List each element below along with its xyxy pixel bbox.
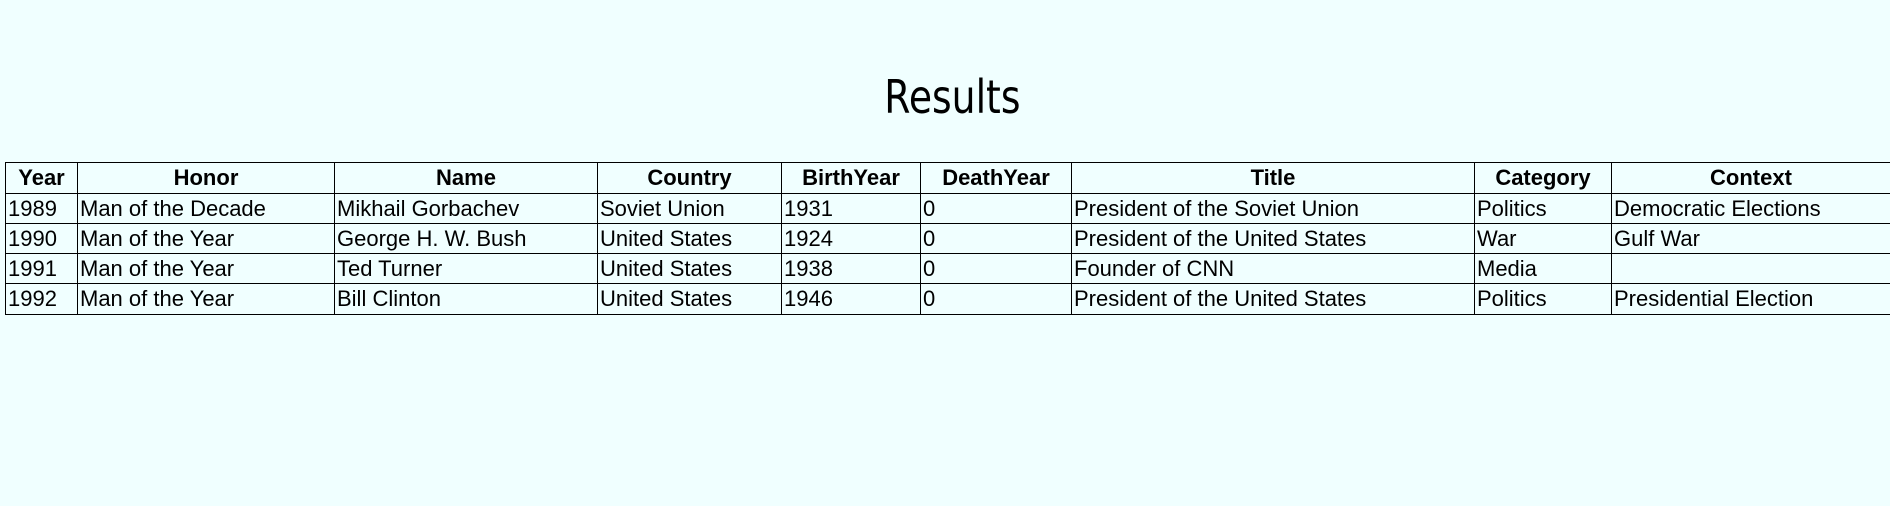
cell-context: Democratic Elections xyxy=(1611,193,1890,224)
table-header-row: Year Honor Name Country BirthYear DeathY… xyxy=(5,162,1890,194)
cell-name: Ted Turner xyxy=(334,253,598,284)
cell-name: Mikhail Gorbachev xyxy=(334,193,598,224)
cell-country: Soviet Union xyxy=(597,193,782,224)
cell-title: President of the United States xyxy=(1071,223,1475,254)
column-header-honor: Honor xyxy=(77,162,335,194)
column-header-deathyear: DeathYear xyxy=(920,162,1072,194)
column-header-year: Year xyxy=(5,162,78,194)
cell-honor: Man of the Year xyxy=(77,253,335,284)
cell-title: President of the United States xyxy=(1071,283,1475,315)
cell-context: Gulf War xyxy=(1611,223,1890,254)
cell-birthyear: 1924 xyxy=(781,223,921,254)
cell-category: Media xyxy=(1474,253,1612,284)
column-header-country: Country xyxy=(597,162,782,194)
column-header-name: Name xyxy=(334,162,598,194)
cell-birthyear: 1938 xyxy=(781,253,921,284)
page-title: Results xyxy=(884,70,1021,124)
table-row: 1989 Man of the Decade Mikhail Gorbachev… xyxy=(5,193,1890,224)
cell-category: Politics xyxy=(1474,283,1612,315)
cell-year: 1991 xyxy=(5,253,78,284)
results-table: Year Honor Name Country BirthYear DeathY… xyxy=(5,162,1890,315)
cell-honor: Man of the Year xyxy=(77,283,335,315)
cell-name: George H. W. Bush xyxy=(334,223,598,254)
column-header-category: Category xyxy=(1474,162,1612,194)
table-row: 1992 Man of the Year Bill Clinton United… xyxy=(5,283,1890,315)
cell-honor: Man of the Year xyxy=(77,223,335,254)
cell-year: 1989 xyxy=(5,193,78,224)
cell-title: Founder of CNN xyxy=(1071,253,1475,284)
cell-birthyear: 1946 xyxy=(781,283,921,315)
cell-context xyxy=(1611,253,1890,284)
column-header-context: Context xyxy=(1611,162,1890,194)
cell-year: 1990 xyxy=(5,223,78,254)
cell-honor: Man of the Decade xyxy=(77,193,335,224)
cell-country: United States xyxy=(597,283,782,315)
cell-country: United States xyxy=(597,253,782,284)
cell-year: 1992 xyxy=(5,283,78,315)
cell-deathyear: 0 xyxy=(920,283,1072,315)
cell-category: Politics xyxy=(1474,193,1612,224)
cell-deathyear: 0 xyxy=(920,193,1072,224)
cell-title: President of the Soviet Union xyxy=(1071,193,1475,224)
column-header-title: Title xyxy=(1071,162,1475,194)
cell-deathyear: 0 xyxy=(920,223,1072,254)
cell-name: Bill Clinton xyxy=(334,283,598,315)
column-header-birthyear: BirthYear xyxy=(781,162,921,194)
cell-birthyear: 1931 xyxy=(781,193,921,224)
cell-country: United States xyxy=(597,223,782,254)
cell-category: War xyxy=(1474,223,1612,254)
cell-context: Presidential Election xyxy=(1611,283,1890,315)
cell-deathyear: 0 xyxy=(920,253,1072,284)
table-row: 1990 Man of the Year George H. W. Bush U… xyxy=(5,223,1890,254)
table-row: 1991 Man of the Year Ted Turner United S… xyxy=(5,253,1890,284)
